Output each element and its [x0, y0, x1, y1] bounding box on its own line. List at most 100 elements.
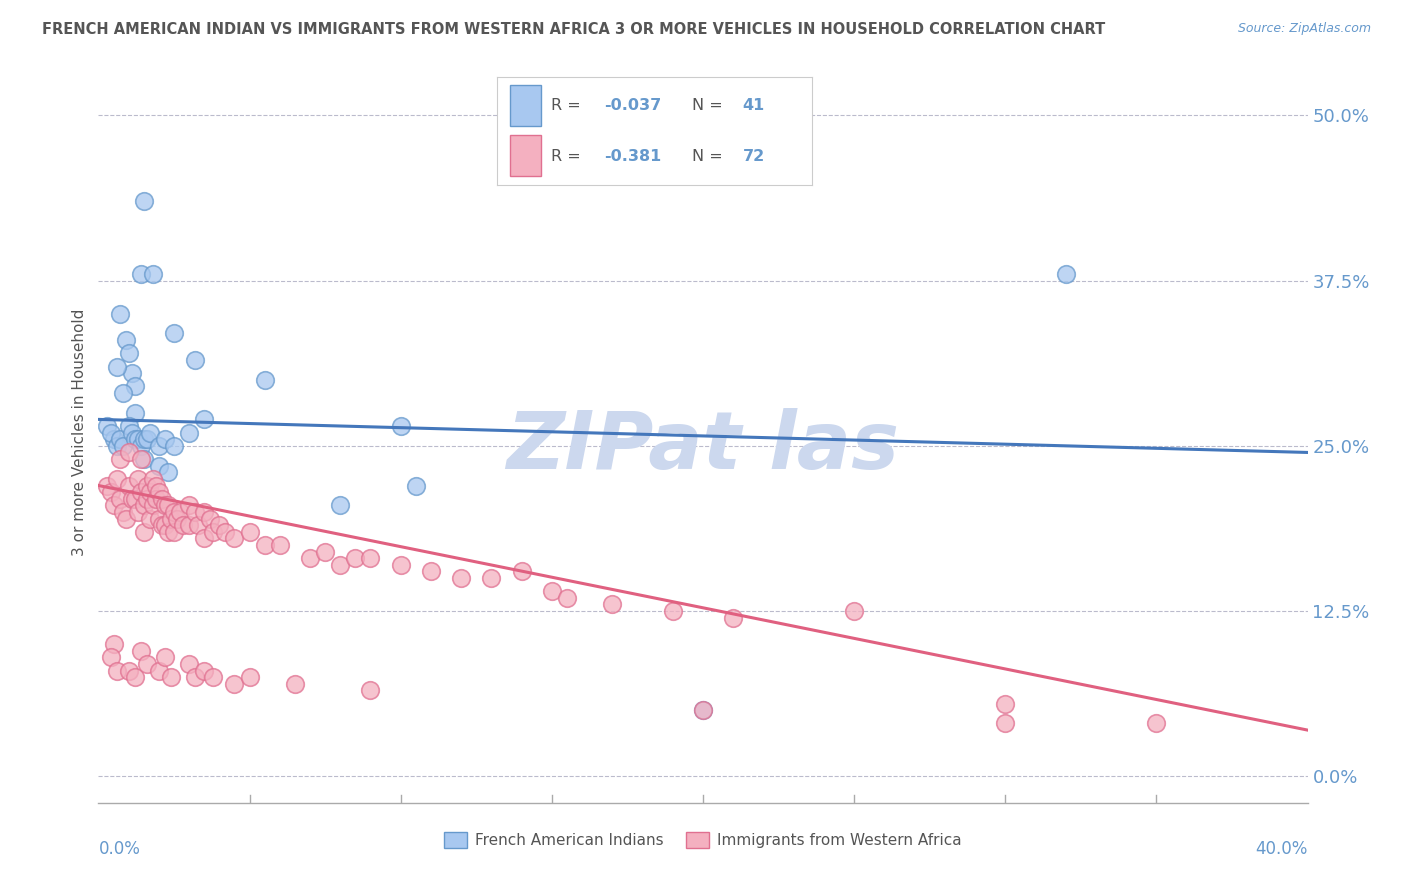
Point	[127, 505, 149, 519]
Point	[510, 565, 533, 579]
Point	[105, 664, 128, 678]
Point	[344, 551, 367, 566]
Point	[184, 670, 207, 684]
Point	[124, 432, 146, 446]
Point	[193, 505, 215, 519]
Point	[100, 425, 122, 440]
Point	[163, 439, 186, 453]
Point	[132, 499, 155, 513]
Point	[214, 524, 236, 539]
Point	[163, 524, 186, 539]
Point	[360, 683, 382, 698]
Point	[124, 406, 146, 420]
Point	[389, 419, 412, 434]
Point	[100, 485, 122, 500]
Point	[163, 326, 186, 341]
Point	[142, 472, 165, 486]
Point	[193, 532, 215, 546]
Point	[124, 670, 146, 684]
Point	[692, 703, 714, 717]
Point	[156, 499, 179, 513]
Point	[127, 432, 149, 446]
Point	[132, 194, 155, 209]
Point	[108, 452, 131, 467]
Point	[253, 373, 276, 387]
Point	[142, 499, 165, 513]
Text: 40.0%: 40.0%	[1256, 840, 1308, 858]
Point	[224, 532, 246, 546]
Point	[121, 366, 143, 380]
Point	[450, 571, 472, 585]
Point	[129, 644, 152, 658]
Point	[160, 670, 183, 684]
Text: 0.0%: 0.0%	[98, 840, 141, 858]
Point	[540, 584, 562, 599]
Point	[129, 439, 152, 453]
Point	[103, 637, 125, 651]
Point	[100, 650, 122, 665]
Point	[148, 439, 170, 453]
Point	[121, 491, 143, 506]
Point	[269, 538, 291, 552]
Point	[145, 478, 167, 492]
Point	[172, 518, 194, 533]
Point	[420, 565, 443, 579]
Point	[105, 359, 128, 374]
Point	[135, 657, 157, 671]
Point	[148, 485, 170, 500]
Point	[96, 478, 118, 492]
Point	[150, 518, 173, 533]
Point	[118, 664, 141, 678]
Point	[723, 611, 745, 625]
Point	[329, 499, 352, 513]
Point	[163, 505, 186, 519]
Point	[150, 491, 173, 506]
Point	[111, 439, 134, 453]
Point	[108, 491, 131, 506]
Point	[314, 544, 336, 558]
Point	[994, 716, 1017, 731]
Point	[200, 511, 222, 525]
Point	[118, 478, 141, 492]
Point	[124, 491, 146, 506]
Point	[156, 524, 179, 539]
Legend: French American Indians, Immigrants from Western Africa: French American Indians, Immigrants from…	[439, 826, 967, 855]
Point	[118, 419, 141, 434]
Point	[129, 452, 152, 467]
Point	[124, 379, 146, 393]
Point	[844, 604, 866, 618]
Point	[602, 598, 624, 612]
Point	[169, 505, 191, 519]
Point	[179, 657, 201, 671]
Point	[111, 386, 134, 401]
Point	[148, 511, 170, 525]
Point	[132, 524, 155, 539]
Point	[224, 677, 246, 691]
Point	[405, 478, 427, 492]
Point	[111, 505, 134, 519]
Point	[139, 425, 162, 440]
Point	[96, 419, 118, 434]
Point	[153, 518, 176, 533]
Point	[103, 499, 125, 513]
Point	[121, 425, 143, 440]
Point	[153, 499, 176, 513]
Point	[1054, 267, 1077, 281]
Point	[108, 307, 131, 321]
Point	[135, 478, 157, 492]
Point	[105, 439, 128, 453]
Point	[166, 511, 188, 525]
Point	[129, 267, 152, 281]
Point	[160, 511, 183, 525]
Text: FRENCH AMERICAN INDIAN VS IMMIGRANTS FROM WESTERN AFRICA 3 OR MORE VEHICLES IN H: FRENCH AMERICAN INDIAN VS IMMIGRANTS FRO…	[42, 22, 1105, 37]
Point	[118, 346, 141, 360]
Point	[132, 452, 155, 467]
Point	[692, 703, 714, 717]
Point	[129, 485, 152, 500]
Point	[179, 425, 201, 440]
Text: ZIPat las: ZIPat las	[506, 409, 900, 486]
Point	[139, 511, 162, 525]
Point	[153, 650, 176, 665]
Point	[208, 518, 231, 533]
Point	[202, 524, 225, 539]
